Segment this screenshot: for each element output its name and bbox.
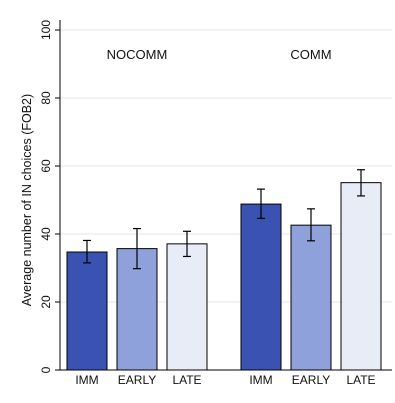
bars [66,182,382,371]
bar-nocomm-late [166,243,208,371]
group-label-nocomm: NOCOMM [107,47,168,62]
axes [55,20,392,371]
x-tick-label-comm-late: LATE [346,373,375,387]
y-tick-label-20: 20 [39,295,53,309]
bar-nocomm-imm [66,251,108,371]
group-label-comm: COMM [290,47,331,62]
bar-comm-early [290,224,332,371]
y-axis-label: Average number of IN choices (FOB2) [20,94,34,306]
error-bars [83,169,365,270]
labels: 0 20 40 60 80 100 NOCOMM IMM EARLY LATE COMM IMM EAR… [39,20,376,387]
x-tick-label-comm-imm: IMM [249,373,272,387]
x-tick-label-nocomm-early: EARLY [118,373,156,387]
bar-comm-imm [240,203,282,371]
y-tick-label-60: 60 [39,159,53,173]
x-tick-label-nocomm-late: LATE [172,373,201,387]
x-tick-label-comm-early: EARLY [292,373,330,387]
gridlines [61,29,392,303]
y-tick-label-100: 100 [39,20,53,40]
y-tick-label-40: 40 [39,227,53,241]
x-tick-label-nocomm-imm: IMM [75,373,98,387]
y-tick-label-0: 0 [39,366,53,373]
y-tick-label-80: 80 [39,91,53,105]
bar-comm-late [340,182,382,371]
